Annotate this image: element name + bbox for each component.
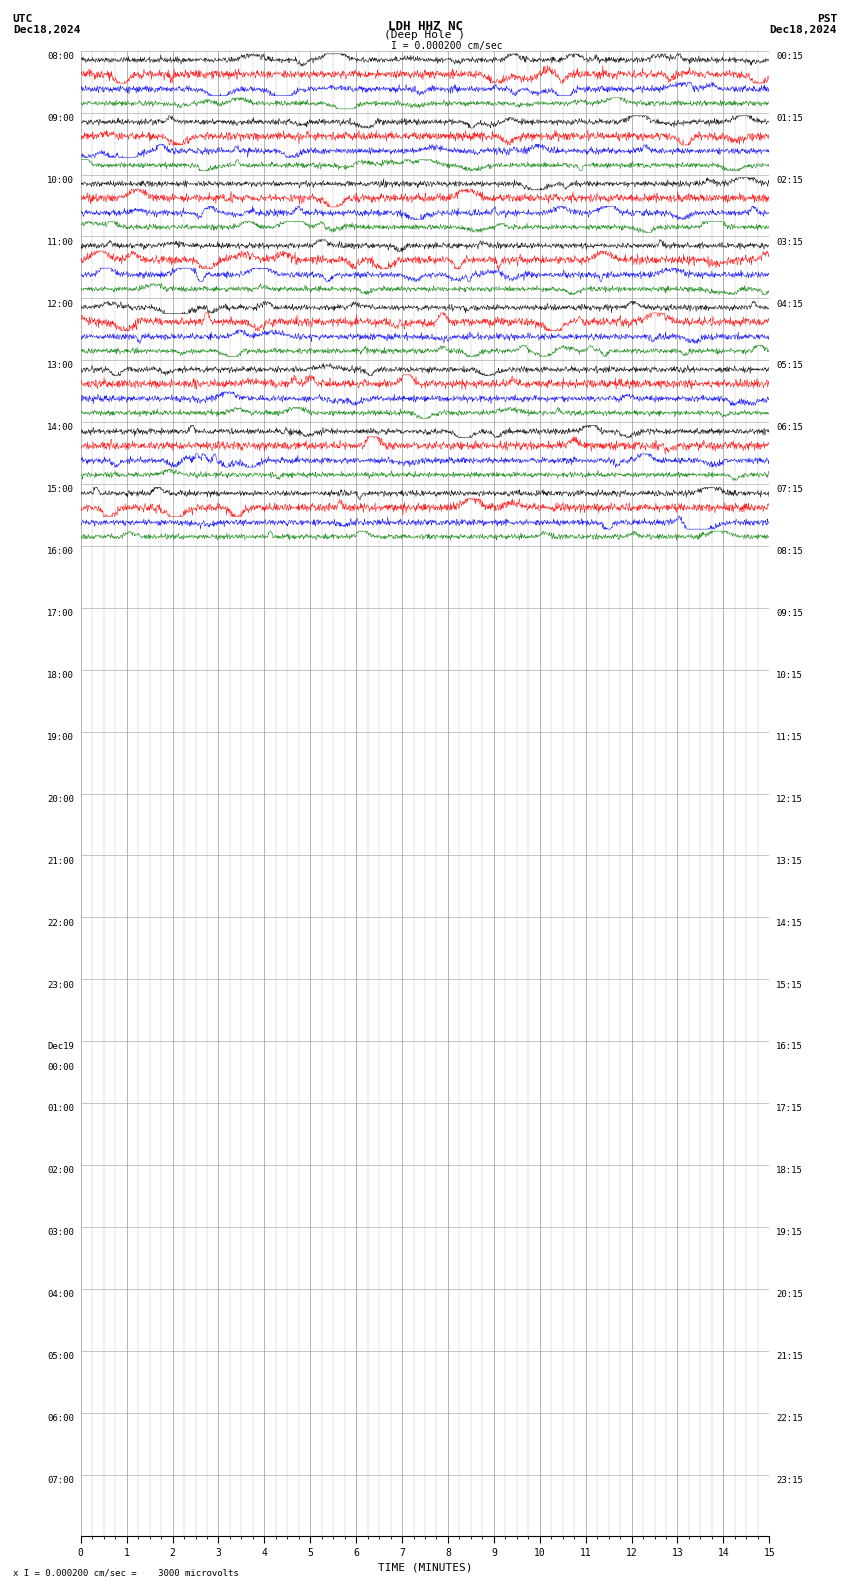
Text: 23:15: 23:15 xyxy=(776,1476,803,1484)
Text: 00:00: 00:00 xyxy=(47,1063,74,1072)
Text: 10:15: 10:15 xyxy=(776,672,803,680)
Text: 08:15: 08:15 xyxy=(776,546,803,556)
Text: Dec19: Dec19 xyxy=(47,1042,74,1052)
Text: 21:00: 21:00 xyxy=(47,857,74,866)
Text: 11:15: 11:15 xyxy=(776,733,803,741)
Text: 03:15: 03:15 xyxy=(776,238,803,247)
Text: 09:00: 09:00 xyxy=(47,114,74,124)
X-axis label: TIME (MINUTES): TIME (MINUTES) xyxy=(377,1562,473,1573)
Text: 01:15: 01:15 xyxy=(776,114,803,124)
Text: 16:15: 16:15 xyxy=(776,1042,803,1052)
Text: 19:00: 19:00 xyxy=(47,733,74,741)
Text: 08:00: 08:00 xyxy=(47,52,74,60)
Text: 16:00: 16:00 xyxy=(47,546,74,556)
Text: 05:00: 05:00 xyxy=(47,1353,74,1361)
Text: 22:15: 22:15 xyxy=(776,1415,803,1422)
Text: 17:15: 17:15 xyxy=(776,1104,803,1114)
Text: 11:00: 11:00 xyxy=(47,238,74,247)
Text: 23:00: 23:00 xyxy=(47,980,74,990)
Text: 04:00: 04:00 xyxy=(47,1289,74,1299)
Text: PST: PST xyxy=(817,14,837,24)
Text: 17:00: 17:00 xyxy=(47,610,74,618)
Text: (Deep Hole ): (Deep Hole ) xyxy=(384,30,466,40)
Text: 21:15: 21:15 xyxy=(776,1353,803,1361)
Text: Dec18,2024: Dec18,2024 xyxy=(13,24,80,35)
Text: 20:00: 20:00 xyxy=(47,795,74,803)
Text: 00:15: 00:15 xyxy=(776,52,803,60)
Text: 03:00: 03:00 xyxy=(47,1228,74,1237)
Text: 09:15: 09:15 xyxy=(776,610,803,618)
Text: 14:15: 14:15 xyxy=(776,919,803,928)
Text: 14:00: 14:00 xyxy=(47,423,74,432)
Text: 15:15: 15:15 xyxy=(776,980,803,990)
Text: 07:00: 07:00 xyxy=(47,1476,74,1484)
Text: 12:00: 12:00 xyxy=(47,299,74,309)
Text: I = 0.000200 cm/sec: I = 0.000200 cm/sec xyxy=(391,41,502,51)
Text: UTC: UTC xyxy=(13,14,33,24)
Text: 06:00: 06:00 xyxy=(47,1415,74,1422)
Text: 04:15: 04:15 xyxy=(776,299,803,309)
Text: 13:00: 13:00 xyxy=(47,361,74,371)
Text: 02:15: 02:15 xyxy=(776,176,803,185)
Text: 18:15: 18:15 xyxy=(776,1166,803,1175)
Text: 10:00: 10:00 xyxy=(47,176,74,185)
Text: 22:00: 22:00 xyxy=(47,919,74,928)
Text: 01:00: 01:00 xyxy=(47,1104,74,1114)
Text: 02:00: 02:00 xyxy=(47,1166,74,1175)
Text: LDH HHZ NC: LDH HHZ NC xyxy=(388,19,462,33)
Text: 06:15: 06:15 xyxy=(776,423,803,432)
Text: 18:00: 18:00 xyxy=(47,672,74,680)
Text: 12:15: 12:15 xyxy=(776,795,803,803)
Text: x I = 0.000200 cm/sec =    3000 microvolts: x I = 0.000200 cm/sec = 3000 microvolts xyxy=(13,1568,239,1578)
Text: 20:15: 20:15 xyxy=(776,1289,803,1299)
Text: 05:15: 05:15 xyxy=(776,361,803,371)
Text: 19:15: 19:15 xyxy=(776,1228,803,1237)
Text: Dec18,2024: Dec18,2024 xyxy=(770,24,837,35)
Text: 15:00: 15:00 xyxy=(47,485,74,494)
Text: 13:15: 13:15 xyxy=(776,857,803,866)
Text: 07:15: 07:15 xyxy=(776,485,803,494)
